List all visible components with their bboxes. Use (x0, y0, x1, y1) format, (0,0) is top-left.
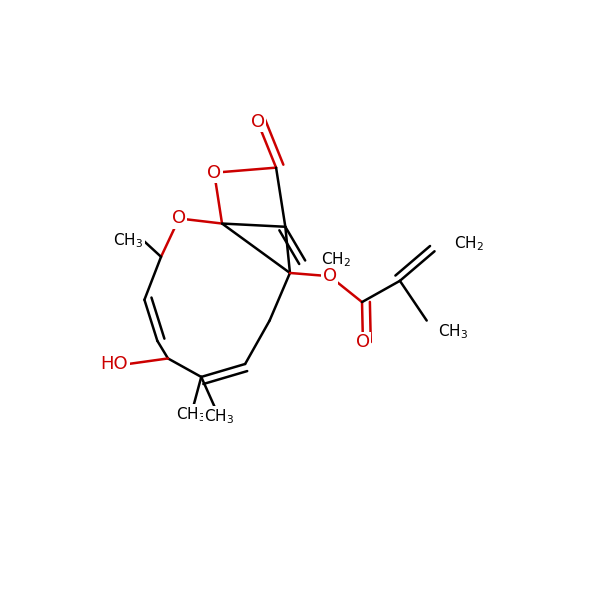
Text: O: O (323, 267, 337, 285)
Text: CH$_2$: CH$_2$ (454, 235, 484, 253)
Text: CH$_3$: CH$_3$ (113, 231, 143, 250)
Text: CH$_3$: CH$_3$ (204, 407, 234, 425)
Text: O: O (172, 209, 186, 227)
Text: O: O (356, 333, 370, 351)
Text: O: O (207, 164, 221, 182)
Text: CH$_2$: CH$_2$ (322, 250, 352, 269)
Text: CH$_3$: CH$_3$ (438, 323, 469, 341)
Text: HO: HO (101, 355, 128, 373)
Text: O: O (251, 113, 265, 131)
Text: CH$_3$: CH$_3$ (176, 406, 206, 424)
